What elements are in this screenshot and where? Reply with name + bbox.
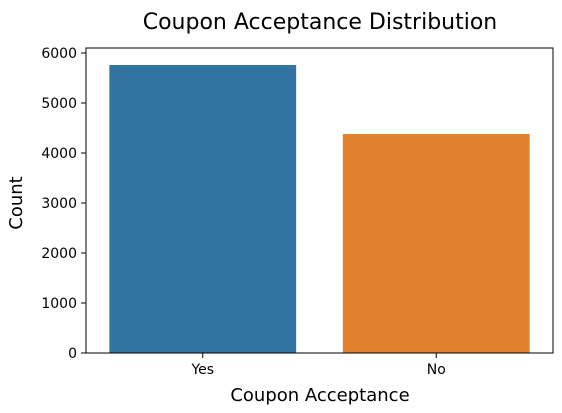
y-tick-label: 2000 bbox=[41, 246, 77, 262]
y-tick-label: 0 bbox=[68, 346, 77, 362]
y-tick-label: 1000 bbox=[41, 296, 77, 312]
y-tick-label: 5000 bbox=[41, 96, 77, 112]
x-tick-label: No bbox=[427, 362, 446, 378]
x-tick-label: Yes bbox=[190, 362, 214, 378]
y-tick-label: 6000 bbox=[41, 46, 77, 62]
x-axis-label: Coupon Acceptance bbox=[230, 385, 409, 406]
y-axis-label: Count bbox=[6, 176, 27, 229]
bar-no bbox=[343, 134, 530, 353]
y-tick-label: 4000 bbox=[41, 146, 77, 162]
chart-title: Coupon Acceptance Distribution bbox=[143, 10, 498, 35]
y-tick-label: 3000 bbox=[41, 196, 77, 212]
plot-area: Yes No 0 1000 2000 3000 4000 5000 6000 bbox=[41, 46, 553, 378]
bar-yes bbox=[109, 65, 296, 353]
